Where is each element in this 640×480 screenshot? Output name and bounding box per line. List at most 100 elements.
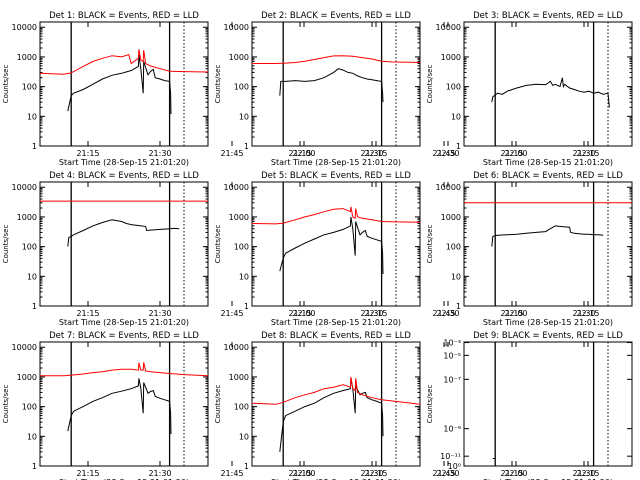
y-axis-label: Counts/sec [2,65,10,104]
panel-det-5: Det 5: BLACK = Events, RED = LLD 1 10 100 10… [214,171,600,327]
y-tick-label: 10 [451,112,461,121]
x-axis-label: Start Time (28-Sep-15 21:01:20) [271,158,401,167]
x-tick-label: 21:30 [360,149,383,158]
panel-det-4: Det 4: BLACK = Events, RED = LLD 1 10 100 10… [2,171,460,327]
y-tick-label: 1 [456,142,461,151]
panel-title: Det 9: BLACK = Events, RED = LLD [473,331,623,341]
x-tick-label: 22:15 [576,149,599,158]
x-tick-label: 21:15 [288,149,311,158]
y-tick-label: 1000 [441,213,461,222]
y-axis-label: Counts/sec [2,225,10,264]
y-tick-label: 1000 [229,53,249,62]
x-tick-label: 21:45 [220,469,243,478]
x-tick-label: 22:00 [292,149,315,158]
panel-det-7: Det 7: BLACK = Events, RED = LLD 1 10 100 10… [2,331,460,480]
y-tick-label: 10000 [436,183,461,192]
x-tick-label: 22:15 [364,469,387,478]
x-tick-label: 21:45 [220,149,243,158]
x-axis-label: Start Time (28-Sep-15 21:01:20) [59,318,189,327]
y-tick-label: 10⁻⁹ [443,425,461,434]
y-tick-label: 10 [27,112,37,121]
x-tick-label: 22:15 [576,469,599,478]
y-tick-label: 10000 [224,343,249,352]
y-tick-label: 1000 [229,213,249,222]
x-axis-label: Start Time (28-Sep-15 21:01:20) [483,158,613,167]
x-tick-label: 22:15 [364,309,387,318]
x-tick-label: 21:30 [360,469,383,478]
panel-det-3: Det 3: BLACK = Events, RED = LLD 1 10 100 10… [426,11,633,167]
y-tick-label: 10⁻⁵ [443,351,461,360]
x-tick-label: 22:15 [364,149,387,158]
x-axis-label: Start Time (28-Sep-15 21:01:20) [271,478,401,480]
plot-frame [251,181,421,307]
series-line-lld [252,55,421,64]
plot-frame [463,341,633,467]
x-tick-label: 21:15 [500,309,523,318]
x-tick-label: 21:15 [288,469,311,478]
series-line-events [67,54,172,115]
series-line-events [279,68,384,103]
series-line-lld [40,362,209,377]
y-tick-label: 10000 [12,23,37,32]
y-tick-label: 100 [234,403,249,412]
y-axis-label: Counts/sec [214,65,222,104]
y-tick-label: 10000 [224,183,249,192]
y-tick-label: 1000 [17,53,37,62]
panel-title: Det 8: BLACK = Events, RED = LLD [261,331,411,341]
panel-det-2: Det 2: BLACK = Events, RED = LLD 1 10 100 10… [214,11,600,167]
y-tick-label: 10⁻³ [443,339,461,348]
y-tick-label: 10000 [224,23,249,32]
x-tick-label: 21:15 [500,149,523,158]
y-axis-label: Counts/sec [426,385,434,424]
series-line-lld [39,49,209,75]
x-axis-label: Start Time (28-Sep-15 21:01:20) [59,158,189,167]
x-tick-label: 21:30 [148,469,171,478]
y-axis-label: Counts/sec [426,65,434,104]
plot-frame [39,181,209,307]
y-tick-label: 100 [446,243,461,252]
x-tick-label: 22:30 [436,469,459,478]
series-line-events [491,225,604,247]
y-tick-label: 1 [244,462,249,471]
y-tick-label: 10 [451,272,461,281]
panel-det-8: Det 8: BLACK = Events, RED = LLD 1 10 100 10… [214,331,600,480]
x-axis-label: Start Time (28-Sep-15 21:01:20) [483,478,613,480]
x-tick-label: 21:30 [572,469,595,478]
x-tick-label: 22:00 [292,309,315,318]
y-tick-label: 10 [27,272,37,281]
plot-frame [463,181,633,307]
panel-det-6: Det 6: BLACK = Events, RED = LLD 1 10 100 10… [426,171,633,327]
x-tick-label: 22:15 [576,309,599,318]
y-tick-label: 1 [456,302,461,311]
plot-frame [39,21,209,147]
y-tick-label: 10000 [12,183,37,192]
panel-title: Det 1: BLACK = Events, RED = LLD [49,11,199,21]
panel-det-1: Det 1: BLACK = Events, RED = LLD 1 10 100 10… [2,11,460,167]
x-tick-label: 21:30 [148,149,171,158]
x-tick-label: 21:45 [432,149,455,158]
y-tick-label: 1 [32,142,37,151]
y-axis-label: Counts/sec [2,385,10,424]
series-line-events [279,378,384,452]
y-tick-label: 1 [32,302,37,311]
x-tick-label: 22:00 [504,309,527,318]
plot-frame [251,21,421,147]
x-axis-label: Start Time (28-Sep-15 21:01:20) [271,318,401,327]
panel-det-9: Det 9: BLACK = Events, RED = LLD 10⁰10⁻¹¹… [426,331,633,480]
series-line-events [279,216,384,275]
y-tick-label: 1000 [17,373,37,382]
y-tick-label: 10 [239,432,249,441]
series-line-events [67,219,180,247]
x-tick-label: 21:30 [148,309,171,318]
x-tick-label: 21:30 [360,309,383,318]
y-axis-label: Counts/sec [426,225,434,264]
x-tick-label: 21:15 [76,149,99,158]
y-tick-label: 100 [234,243,249,252]
y-tick-label: 100 [234,83,249,92]
y-tick-label: 10 [27,432,37,441]
x-tick-label: 21:30 [572,149,595,158]
x-tick-label: 22:00 [504,149,527,158]
y-tick-label: 10⁻⁷ [443,375,461,384]
series-line-events [491,77,610,108]
